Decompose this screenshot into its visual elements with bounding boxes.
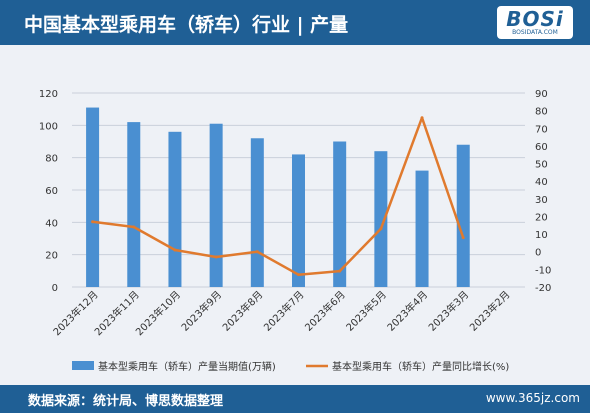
bar [333,141,347,287]
logo-text: BOSi [506,7,564,31]
line-point [297,273,300,277]
x-tick-label: 2023年10月 [133,288,183,338]
y-left-tick-label: 100 [39,121,58,132]
x-tick-label: 2023年9月 [178,288,224,334]
line-point [338,269,342,273]
y-right-tick-label: -20 [535,283,551,294]
bar [127,122,141,287]
bar [292,154,305,287]
header-bar: 中国基本型乘用车（轿车）行业 | 产量 BOSi BOSIDATA.COM [0,0,590,45]
line-point [214,255,218,259]
y-right-tick-label: 30 [535,195,548,206]
y-left-tick-label: 40 [45,218,58,229]
x-tick-label: 2023年4月 [384,288,430,334]
y-right-tick-label: 90 [535,89,548,100]
line-point [461,236,465,240]
source-note: 数据来源：统计局、博思数据整理 [28,394,224,409]
line-point [255,250,259,254]
y-right-tick-label: 20 [535,212,548,223]
y-right-tick-label: 80 [535,107,548,118]
y-right-tick-label: 50 [535,160,548,171]
site-watermark: www.365jz.com [485,391,580,405]
legend-swatch-bar [72,361,94,370]
x-tick-label: 2023年2月 [467,288,513,334]
x-tick-label: 2023年7月 [261,288,307,334]
page-title: 中国基本型乘用车（轿车）行业 | 产量 [24,14,349,36]
bar [456,144,470,287]
bar [374,151,388,287]
legend-label-line: 基本型乘用车（轿车）产量同比增长(%) [332,360,509,373]
x-tick-label: 2023年6月 [302,288,348,334]
y-right-tick-label: 0 [535,248,541,259]
y-left-tick-label: 0 [52,283,58,294]
logo: BOSi BOSIDATA.COM [497,6,573,39]
line-point [91,220,95,224]
x-tick-label: 2023年5月 [343,288,389,334]
y-right-tick-label: 70 [535,124,548,135]
line-point [173,248,177,252]
y-left-tick-label: 60 [45,186,58,197]
logo-subtext: BOSIDATA.COM [512,29,558,36]
y-right-tick-label: 40 [535,177,548,188]
bar [415,170,429,287]
y-right-tick-label: -10 [535,265,551,276]
bar [168,131,182,287]
x-tick-label: 2023年3月 [426,288,472,334]
legend-label-bar: 基本型乘用车（轿车）产量当期值(万辆) [98,360,276,373]
y-right-tick-label: 10 [535,230,548,241]
combo-chart: 0 20 40 60 80 100 120 -20 -10 0 10 20 30 40 50 60 70 80 90… [39,89,551,373]
y-left-tick-label: 80 [45,154,58,165]
line-point [379,227,383,231]
bar [86,107,100,287]
y-left-tick-label: 120 [39,89,58,100]
line-point [132,225,136,229]
x-tick-label: 2023年8月 [220,288,266,334]
y-left-tick-label: 20 [45,251,58,262]
y-right-tick-label: 60 [535,142,548,153]
footer-bar: 数据来源：统计局、博思数据整理 www.365jz.com [0,385,590,413]
growth-line [92,116,465,276]
bar [250,138,264,287]
line-point [420,116,424,120]
bar [209,123,223,287]
